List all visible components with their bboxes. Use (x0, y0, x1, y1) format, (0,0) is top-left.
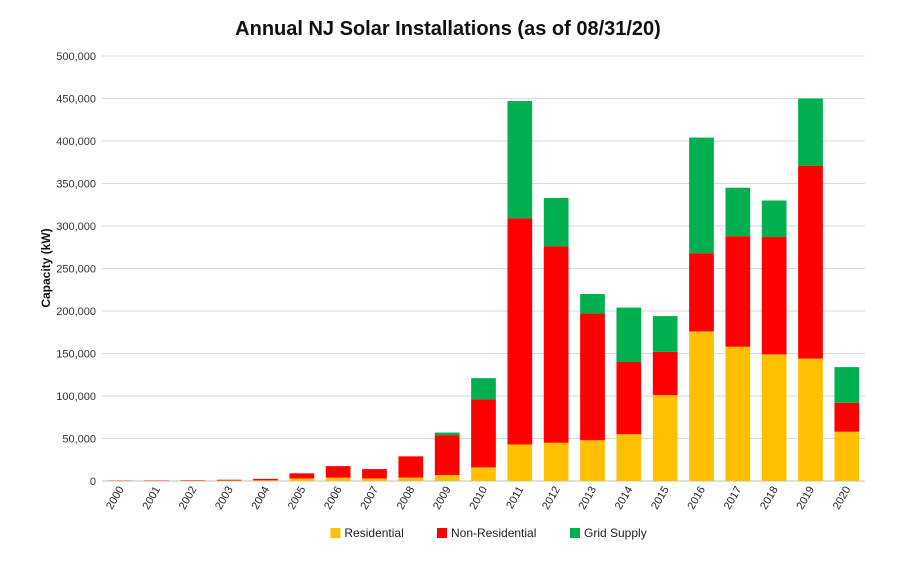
bar-non-residential-2008 (398, 456, 423, 477)
bar-grid-supply-2016 (689, 138, 714, 254)
bar-grid-supply-2010 (471, 378, 496, 399)
x-tick-label: 2020 (831, 485, 854, 512)
y-axis-ticks: 0 50,000 100,000 150,000 200,000 250,000 300,0… (56, 51, 96, 488)
bar-non-residential-2003 (217, 480, 242, 481)
bar-non-residential-2009 (435, 435, 460, 475)
y-tick-label: 200,000 (56, 306, 96, 318)
bar-grid-supply-2009 (435, 433, 460, 436)
bar-residential-2014 (616, 434, 641, 481)
bar-grid-supply-2015 (653, 316, 678, 352)
bar-grid-supply-2019 (798, 99, 823, 166)
bar-residential-2006 (326, 478, 351, 481)
bar-non-residential-2012 (544, 246, 569, 442)
x-tick-label: 2002 (177, 485, 200, 512)
y-tick-label: 400,000 (56, 136, 96, 148)
legend-swatch-residential (330, 528, 340, 538)
legend-label: Non-Residential (451, 526, 536, 540)
x-tick-label: 2000 (104, 485, 127, 512)
bar-grid-supply-2011 (507, 101, 532, 218)
y-tick-label: 450,000 (56, 94, 96, 106)
bar-non-residential-2016 (689, 253, 714, 331)
bar-residential-2017 (725, 347, 750, 481)
chart-title: Annual NJ Solar Installations (as of 08/… (235, 18, 661, 40)
bar-residential-2019 (798, 359, 823, 481)
bar-residential-2008 (398, 478, 423, 481)
x-tick-label: 2016 (685, 485, 708, 512)
bar-residential-2013 (580, 440, 605, 481)
x-tick-label: 2019 (794, 485, 817, 512)
bar-residential-2018 (762, 354, 787, 481)
bar-residential-2005 (289, 478, 314, 481)
bar-grid-supply-2018 (762, 201, 787, 238)
bar-grid-supply-2013 (580, 294, 605, 314)
bar-residential-2016 (689, 331, 714, 481)
bar-residential-2009 (435, 475, 460, 481)
y-tick-label: 350,000 (56, 179, 96, 191)
legend-swatch-grid-supply (570, 528, 580, 538)
x-tick-label: 2017 (722, 485, 745, 512)
bar-non-residential-2019 (798, 166, 823, 359)
bar-residential-2012 (544, 443, 569, 481)
x-tick-label: 2018 (758, 485, 781, 512)
bar-grid-supply-2017 (725, 188, 750, 236)
x-tick-label: 2001 (140, 485, 163, 512)
bars (108, 99, 859, 482)
x-tick-label: 2013 (576, 485, 599, 512)
x-tick-label: 2011 (504, 485, 526, 511)
x-tick-label: 2014 (613, 485, 636, 512)
bar-non-residential-2015 (653, 352, 678, 395)
y-tick-label: 250,000 (56, 264, 96, 276)
bar-residential-2007 (362, 478, 387, 481)
bar-non-residential-2004 (253, 479, 278, 480)
bar-residential-2020 (834, 432, 859, 481)
bar-non-residential-2014 (616, 362, 641, 434)
bar-residential-2011 (507, 444, 532, 481)
bar-non-residential-2013 (580, 314, 605, 441)
bar-grid-supply-2014 (616, 308, 641, 362)
bar-non-residential-2020 (834, 403, 859, 432)
y-tick-label: 500,000 (56, 51, 96, 63)
x-tick-label: 2015 (649, 485, 672, 512)
bar-non-residential-2017 (725, 236, 750, 347)
legend: Residential Non-Residential Grid Supply (330, 526, 646, 540)
legend-swatch-non-residential (437, 528, 447, 538)
x-tick-label: 2006 (322, 485, 345, 512)
bar-non-residential-2011 (507, 218, 532, 444)
y-tick-label: 100,000 (56, 391, 96, 403)
x-tick-label: 2012 (540, 485, 563, 512)
bar-residential-2004 (253, 480, 278, 481)
x-tick-label: 2007 (358, 485, 381, 512)
legend-label: Residential (344, 526, 403, 540)
bar-non-residential-2005 (289, 473, 314, 478)
bar-residential-2015 (653, 395, 678, 481)
bar-non-residential-2018 (762, 237, 787, 354)
bar-residential-2010 (471, 467, 496, 481)
y-tick-label: 150,000 (56, 349, 96, 361)
x-axis-ticks: 2000 2001 2002 2003 2004 2005 2006 2007 2008 2009… (104, 485, 853, 512)
bar-grid-supply-2012 (544, 198, 569, 246)
y-tick-label: 50,000 (62, 434, 96, 446)
x-tick-label: 2003 (213, 485, 236, 512)
legend-label: Grid Supply (584, 526, 647, 540)
x-tick-label: 2005 (286, 485, 309, 512)
y-tick-label: 0 (90, 476, 96, 488)
bar-non-residential-2007 (362, 469, 387, 478)
x-tick-label: 2004 (249, 485, 272, 512)
bar-non-residential-2006 (326, 466, 351, 477)
x-tick-label: 2010 (467, 485, 490, 512)
x-tick-label: 2009 (431, 485, 454, 512)
bar-grid-supply-2020 (834, 367, 859, 403)
bar-non-residential-2010 (471, 399, 496, 467)
bar-residential-2003 (217, 480, 242, 481)
x-tick-label: 2008 (395, 485, 418, 512)
y-axis-label: Capacity (kW) (39, 228, 53, 307)
y-tick-label: 300,000 (56, 221, 96, 233)
